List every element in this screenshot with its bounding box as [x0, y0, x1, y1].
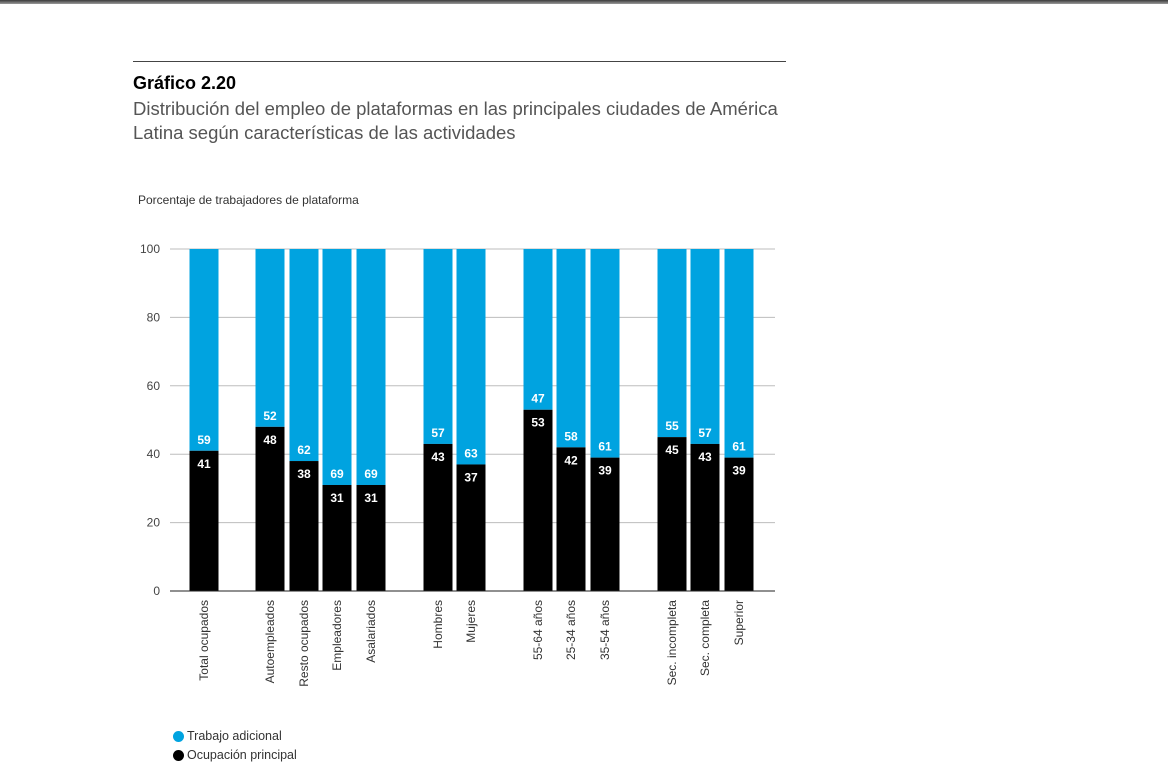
y-tick-label-40: 40	[147, 447, 161, 461]
bar-adicional-1	[255, 249, 285, 427]
bar-principal-6	[456, 464, 486, 591]
x-tick-label-0: Total ocupados	[197, 600, 211, 681]
x-tick-label-5: Hombres	[431, 600, 445, 649]
data-label-principal-11: 43	[698, 450, 712, 464]
data-label-principal-12: 39	[732, 464, 746, 478]
x-tick-label-2: Resto ocupados	[297, 600, 311, 687]
y-tick-label-60: 60	[147, 379, 161, 393]
data-label-principal-5: 43	[431, 450, 445, 464]
data-label-principal-0: 41	[197, 457, 211, 471]
x-tick-label-1: Autoempleados	[263, 600, 277, 683]
bar-adicional-12	[724, 249, 754, 458]
x-tick-label-8: 25-34 años	[564, 600, 578, 660]
y-tick-label-0: 0	[153, 584, 160, 598]
data-label-adicional-8: 58	[564, 429, 578, 443]
bar-adicional-7	[523, 249, 553, 410]
y-tick-label-80: 80	[147, 310, 161, 324]
data-label-principal-4: 31	[364, 491, 378, 505]
data-label-adicional-9: 61	[598, 440, 612, 454]
x-tick-label-11: Sec. completa	[698, 600, 712, 676]
bar-adicional-5	[423, 249, 453, 444]
data-label-adicional-6: 63	[464, 446, 478, 460]
x-tick-label-7: 55-64 años	[531, 600, 545, 660]
bar-adicional-9	[590, 249, 620, 458]
bar-principal-10	[657, 437, 687, 591]
data-label-principal-8: 42	[564, 453, 578, 467]
x-tick-label-12: Superior	[732, 600, 746, 645]
bar-principal-5	[423, 443, 453, 591]
bar-adicional-6	[456, 249, 486, 465]
legend-label-principal: Ocupación principal	[187, 748, 297, 762]
y-axis-units: Porcentaje de trabajadores de plataforma	[138, 193, 359, 207]
legend-swatch-principal	[173, 749, 184, 761]
bar-adicional-8	[556, 249, 586, 448]
bar-adicional-10	[657, 249, 687, 438]
data-label-adicional-5: 57	[431, 426, 445, 440]
data-label-adicional-4: 69	[364, 467, 378, 481]
bar-adicional-0	[189, 249, 219, 451]
figure-label: Gráfico 2.20	[133, 73, 237, 93]
bar-principal-8	[556, 447, 586, 591]
data-label-principal-2: 38	[297, 467, 311, 481]
bar-principal-2	[289, 461, 319, 591]
data-label-adicional-2: 62	[297, 443, 311, 457]
y-tick-label-100: 100	[140, 242, 160, 256]
data-label-principal-10: 45	[665, 443, 679, 457]
data-label-adicional-12: 61	[732, 440, 746, 454]
bar-principal-3	[322, 484, 352, 591]
data-label-adicional-7: 47	[531, 392, 545, 406]
x-tick-label-3: Empleadores	[330, 600, 344, 671]
bar-adicional-3	[322, 249, 352, 485]
data-label-principal-6: 37	[464, 470, 478, 484]
data-label-adicional-1: 52	[263, 409, 277, 423]
x-tick-label-9: 35-54 años	[598, 600, 612, 660]
data-label-principal-3: 31	[330, 491, 344, 505]
legend-label-adicional: Trabajo adicional	[187, 729, 282, 743]
legend-swatch-adicional	[173, 730, 184, 742]
bar-principal-4	[356, 484, 386, 591]
title-rule	[133, 61, 786, 62]
data-label-principal-1: 48	[263, 433, 277, 447]
data-label-adicional-11: 57	[698, 426, 712, 440]
top-border	[0, 0, 1168, 4]
bar-adicional-2	[289, 249, 319, 462]
bar-principal-11	[690, 443, 720, 591]
bar-principal-7	[523, 409, 553, 591]
bar-principal-0	[189, 450, 219, 591]
bar-principal-1	[255, 426, 285, 591]
bar-adicional-4	[356, 249, 386, 485]
data-label-principal-7: 53	[531, 416, 545, 430]
bar-adicional-11	[690, 249, 720, 444]
data-label-adicional-10: 55	[665, 419, 679, 433]
data-label-adicional-3: 69	[330, 467, 344, 481]
data-label-principal-9: 39	[598, 464, 612, 478]
figure-title: Distribución del empleo de plataformas e…	[133, 98, 778, 143]
legend-item-adicional: Trabajo adicional	[173, 729, 282, 743]
x-tick-label-4: Asalariados	[364, 600, 378, 663]
bar-principal-9	[590, 457, 620, 591]
data-label-adicional-0: 59	[197, 433, 211, 447]
x-tick-label-10: Sec. incompleta	[665, 600, 679, 686]
legend-item-principal: Ocupación principal	[173, 748, 297, 762]
x-tick-label-6: Mujeres	[464, 600, 478, 643]
y-tick-label-20: 20	[147, 516, 161, 530]
bar-principal-12	[724, 457, 754, 591]
